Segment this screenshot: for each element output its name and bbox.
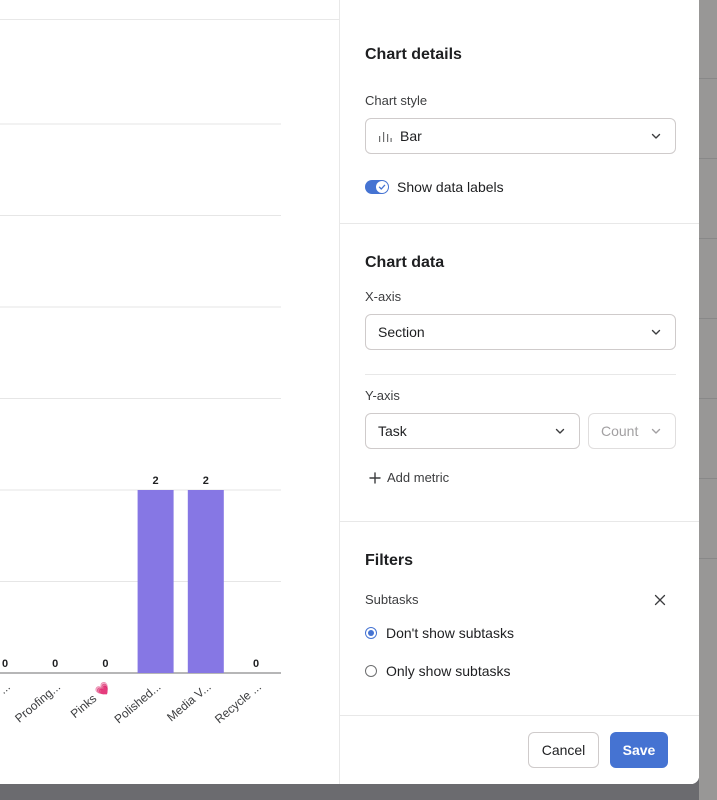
chevron-down-icon xyxy=(555,428,565,434)
check-icon xyxy=(378,184,386,190)
settings-panel: Chart details Chart style Bar xyxy=(339,0,699,784)
plus-icon xyxy=(369,471,381,484)
chevron-down-icon xyxy=(651,329,661,335)
chevron-down-icon xyxy=(651,133,661,139)
radio-button-selected[interactable] xyxy=(365,627,377,639)
chart-details-heading: Chart details xyxy=(365,46,462,63)
bar-chart-svg: 0... 0 Proofing... 0 Pinks 💗 2 Polished... 2 Med… xyxy=(0,123,281,727)
filters-heading: Filters xyxy=(365,552,414,569)
chart-settings-dialog: 0... 0 Proofing... 0 Pinks 💗 2 Polished... 2 Med… xyxy=(0,0,699,784)
x-tick-label: Pinks 💗 xyxy=(68,680,114,721)
add-metric-label: Add metric xyxy=(387,470,450,485)
radio-only-show-label: Only show subtasks xyxy=(386,663,511,679)
data-label: 0 xyxy=(2,658,8,670)
chart-style-value: Bar xyxy=(400,128,422,144)
bar-chart-icon xyxy=(379,132,392,142)
radio-dont-show-subtasks[interactable]: Don't show subtasks xyxy=(365,625,514,641)
x-tick-label: Proofing... xyxy=(12,680,63,726)
show-data-labels-label[interactable]: Show data labels xyxy=(397,179,504,195)
data-label: 2 xyxy=(153,475,159,487)
chevron-down-icon xyxy=(651,428,661,434)
remove-filter-close-icon[interactable] xyxy=(653,593,667,607)
radio-button[interactable] xyxy=(365,665,377,677)
toggle-knob xyxy=(376,181,388,193)
y-axis-value: Task xyxy=(378,423,407,439)
radio-dont-show-label: Don't show subtasks xyxy=(386,625,514,641)
x-axis-label: X-axis xyxy=(365,289,402,304)
y-axis-select[interactable]: Task xyxy=(365,413,580,449)
x-tick-label: Media V... xyxy=(164,680,214,725)
background-page xyxy=(699,0,717,800)
save-button[interactable]: Save xyxy=(610,732,668,768)
bar[interactable] xyxy=(137,490,174,673)
bar-chart: 0... 0 Proofing... 0 Pinks 💗 2 Polished... 2 Med… xyxy=(0,20,340,784)
data-label: 2 xyxy=(203,475,209,487)
modal-overlay[interactable] xyxy=(699,0,717,800)
radio-only-show-subtasks[interactable]: Only show subtasks xyxy=(365,663,511,679)
section-divider xyxy=(340,521,699,522)
chart-style-label: Chart style xyxy=(365,93,428,108)
chart-style-select[interactable]: Bar xyxy=(365,118,676,154)
data-label: 0 xyxy=(52,658,58,670)
x-tick-label: ... xyxy=(0,680,13,697)
dialog-footer: Cancel Save xyxy=(340,715,699,784)
x-tick-label: Polished... xyxy=(112,680,164,727)
section-divider xyxy=(340,223,699,224)
cancel-button[interactable]: Cancel xyxy=(528,732,599,768)
subtasks-label: Subtasks xyxy=(365,592,419,607)
y-axis-aggregate-select[interactable]: Count xyxy=(588,413,676,449)
data-label: 0 xyxy=(102,658,108,670)
show-data-labels-toggle[interactable] xyxy=(365,180,389,194)
x-tick-label: Recycle ... xyxy=(212,680,264,727)
x-axis-select[interactable]: Section xyxy=(365,314,676,350)
add-metric-button[interactable]: Add metric xyxy=(369,470,449,485)
settings-scroll-area[interactable]: Chart details Chart style Bar xyxy=(340,0,699,715)
x-axis-value: Section xyxy=(378,324,425,340)
axis-divider xyxy=(365,374,676,375)
bar[interactable] xyxy=(187,490,224,673)
y-axis-aggregate-value: Count xyxy=(601,423,639,439)
chart-data-heading: Chart data xyxy=(365,254,445,271)
y-axis-label: Y-axis xyxy=(365,388,400,403)
header-divider xyxy=(0,19,340,20)
data-label: 0 xyxy=(253,658,259,670)
